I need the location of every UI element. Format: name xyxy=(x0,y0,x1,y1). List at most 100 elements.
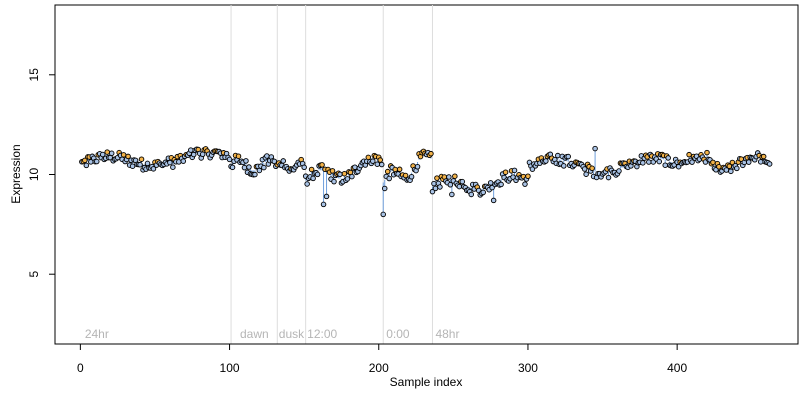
data-point xyxy=(199,151,206,158)
data-point xyxy=(381,185,388,192)
data-point xyxy=(656,158,662,165)
y-axis: 5 10 15 xyxy=(27,68,56,278)
data-point xyxy=(583,171,589,177)
data-point xyxy=(446,174,452,180)
data-point xyxy=(502,169,509,175)
data-point xyxy=(94,158,100,165)
data-points xyxy=(79,145,773,218)
data-point xyxy=(170,164,176,170)
data-point xyxy=(665,155,671,161)
data-point xyxy=(480,189,486,196)
data-point xyxy=(452,173,458,179)
region-label: 48hr xyxy=(435,327,459,341)
x-tick-label: 200 xyxy=(369,361,389,375)
data-point xyxy=(243,158,249,164)
data-point xyxy=(108,150,115,157)
data-point xyxy=(431,180,437,187)
region-label: dusk xyxy=(279,327,305,341)
data-point xyxy=(437,184,443,190)
data-point xyxy=(252,171,258,178)
data-point xyxy=(662,162,668,168)
data-point xyxy=(323,193,330,200)
data-point xyxy=(370,158,376,164)
data-point xyxy=(378,161,385,168)
data-point xyxy=(592,145,598,152)
x-tick-label: 400 xyxy=(667,361,687,375)
data-point xyxy=(310,175,316,182)
data-point xyxy=(529,166,536,172)
data-point xyxy=(180,158,187,164)
data-point xyxy=(241,164,248,171)
data-point xyxy=(320,201,327,208)
region-labels: 24hr dawn dusk 12:00 0:00 48hr xyxy=(85,327,460,341)
data-point xyxy=(468,191,475,198)
x-tick-label: 100 xyxy=(220,361,240,375)
data-point xyxy=(308,166,315,173)
data-point xyxy=(82,157,88,164)
data-point xyxy=(760,153,767,160)
region-label: 0:00 xyxy=(386,327,410,341)
data-point xyxy=(264,153,270,159)
data-point xyxy=(99,151,106,158)
data-point xyxy=(374,161,381,167)
data-point xyxy=(331,178,337,185)
data-point xyxy=(226,156,233,163)
data-point xyxy=(120,152,127,158)
data-point xyxy=(561,163,567,169)
data-point xyxy=(449,191,455,198)
data-point xyxy=(456,183,463,190)
data-point xyxy=(459,178,466,185)
region-label: 12:00 xyxy=(307,327,337,341)
data-point xyxy=(261,164,267,171)
data-point xyxy=(150,166,157,172)
data-point xyxy=(487,180,494,186)
data-point xyxy=(498,181,504,188)
data-point xyxy=(229,164,236,171)
x-tick-label: 300 xyxy=(518,361,538,375)
data-point xyxy=(414,163,421,170)
data-point xyxy=(329,168,336,174)
data-point xyxy=(167,159,173,166)
data-point xyxy=(490,197,497,204)
data-point xyxy=(565,153,571,160)
data-point xyxy=(380,211,386,218)
data-point xyxy=(434,175,440,181)
plot-area-box xyxy=(54,4,799,345)
region-label: dawn xyxy=(240,327,269,341)
data-point xyxy=(352,164,358,170)
data-point xyxy=(349,173,355,180)
data-point xyxy=(555,152,561,159)
data-point xyxy=(689,159,695,165)
data-point xyxy=(301,164,307,171)
data-point xyxy=(314,171,321,178)
x-axis: 0 100 200 300 400 xyxy=(77,343,687,375)
data-point xyxy=(83,162,90,169)
y-tick-label: 5 xyxy=(27,271,41,278)
data-point xyxy=(304,181,310,187)
data-point xyxy=(337,171,343,178)
data-point xyxy=(543,158,549,164)
data-point xyxy=(344,176,351,182)
data-point xyxy=(384,168,391,175)
data-point xyxy=(377,157,383,163)
data-point xyxy=(235,153,242,159)
y-axis-label: Expression xyxy=(9,144,23,203)
data-point xyxy=(280,158,287,164)
data-point xyxy=(525,173,531,180)
data-point xyxy=(386,175,392,182)
y-tick-label: 15 xyxy=(27,68,41,82)
data-point xyxy=(710,159,716,166)
y-tick-label: 10 xyxy=(27,168,41,182)
data-point xyxy=(246,164,252,170)
data-point xyxy=(408,173,415,180)
data-point xyxy=(138,156,145,162)
data-point xyxy=(746,159,752,165)
data-point xyxy=(757,159,764,165)
data-point xyxy=(511,167,518,174)
data-point xyxy=(365,154,372,161)
data-point xyxy=(104,149,110,155)
data-point xyxy=(522,181,528,187)
region-label: 24hr xyxy=(85,327,109,341)
data-point xyxy=(429,188,436,195)
